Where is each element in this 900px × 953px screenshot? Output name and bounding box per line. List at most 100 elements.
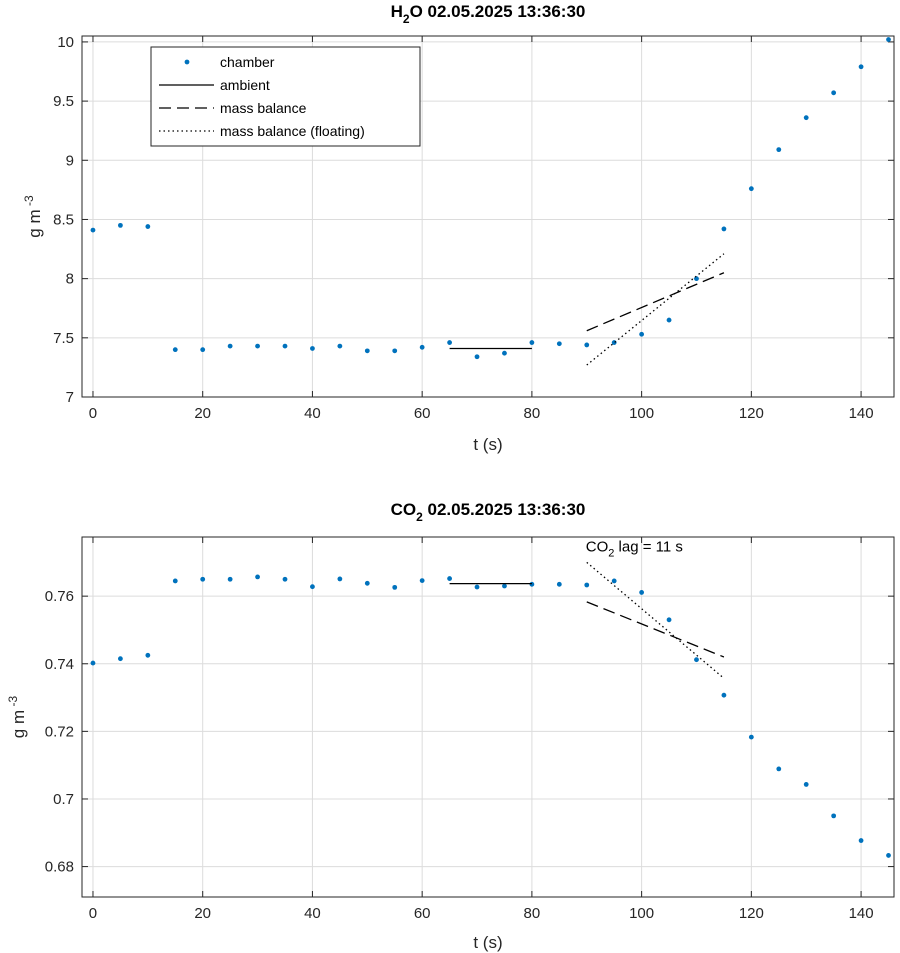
chart1-point [666, 317, 672, 323]
chart1-title: H2O 02.05.2025 13:36:30 [391, 2, 586, 26]
chart1-point [145, 224, 151, 229]
chart2-point [255, 574, 260, 580]
chart2-point [118, 656, 123, 662]
chart2-ytick-label: 0.76 [45, 588, 74, 605]
chart1-point [310, 346, 315, 351]
chart1-point [776, 147, 782, 153]
chart2-point [145, 652, 151, 658]
chart2-point [447, 576, 452, 581]
chart2-xlabel: t (s) [473, 933, 502, 952]
chart1-ylabel: g m -3 [22, 195, 44, 238]
chart1-xtick-label: 0 [89, 405, 97, 422]
chart1-xtick-label: 120 [739, 405, 764, 422]
chart1-point [502, 350, 507, 356]
chart1-point [255, 343, 260, 349]
chart1-point [90, 227, 96, 233]
chart2-point [831, 813, 837, 819]
chart1-point [337, 343, 343, 349]
chart1-series-mass-balance-floating--line [586, 253, 725, 366]
chart2-axes-frame [81, 536, 895, 898]
chart1-point [529, 340, 535, 345]
chart1-xtick-label: 80 [524, 405, 541, 422]
chart1-xtick-label: 140 [849, 405, 874, 422]
chart2-xtick-label: 0 [89, 905, 97, 922]
chart2-xtick-label: 140 [849, 905, 874, 922]
chart2-point [502, 583, 507, 589]
chart2-point [200, 576, 206, 582]
chart1-ytick-label: 9 [66, 152, 74, 169]
legend-label: mass balance (floating) [220, 123, 365, 139]
legend-box [150, 46, 421, 147]
chart1-axes-frame [81, 35, 895, 398]
chart2-point [776, 766, 782, 772]
chart2-xtick-label: 40 [304, 905, 321, 922]
chart2-point [310, 584, 315, 590]
chart1-series-mass-balance-line [586, 272, 725, 332]
legend-label: chamber [220, 54, 275, 70]
chart1-point [831, 90, 837, 96]
chart1-point [282, 343, 288, 349]
chart2-point [694, 657, 699, 663]
chart1-point [748, 186, 754, 192]
chart2-title: CO2 02.05.2025 13:36:30 [391, 500, 586, 524]
chart2-ylabel: g m -3 [6, 696, 28, 739]
chart2-series-mass-balance-floating--line [586, 561, 725, 679]
chart1-point [447, 340, 452, 345]
chart2-point [474, 584, 480, 590]
chart2-point [227, 576, 233, 582]
chart2-ytick-label: 0.72 [45, 723, 74, 740]
chart1-point [803, 115, 809, 121]
chart2-point [364, 580, 370, 586]
chart2-point [886, 853, 891, 858]
chart1-xtick-label: 20 [194, 405, 211, 422]
chart1-xtick-label: 40 [304, 405, 321, 422]
chart2-ytick-label: 0.7 [53, 791, 74, 808]
chart1-ytick-label: 9.5 [53, 93, 74, 110]
chart1-point [118, 222, 123, 228]
chart2-point [529, 581, 535, 587]
chart2-point [172, 578, 178, 584]
chart2-xtick-label: 120 [739, 905, 764, 922]
legend-label: ambient [220, 77, 270, 93]
chart1-point [639, 331, 645, 337]
chart1-point [694, 276, 699, 282]
chart1-ytick-label: 10 [57, 34, 74, 51]
chart1-point [392, 348, 398, 354]
chart2-point [337, 576, 343, 582]
chart1-point [584, 342, 590, 348]
chart1-point [227, 343, 233, 349]
chart1-panel: 0 20 40 60 80 100 120 140 7 7.5 8 8.5 9 9.5 10 H2O 02.0… [22, 2, 895, 454]
chart1-point [419, 344, 425, 350]
chart1-legend: chamber ambient mass balance mass balance (… [150, 46, 421, 147]
chart2-xtick-label: 100 [629, 905, 654, 922]
legend-marker-chamber [184, 59, 190, 65]
chart2-point [748, 734, 754, 740]
chart1-point [556, 341, 562, 347]
chart2-ytick-label: 0.68 [45, 859, 74, 876]
chart1-point [611, 340, 617, 345]
chart1-xtick-label: 60 [414, 405, 431, 422]
chart1-point [364, 348, 370, 354]
chart1-point [474, 354, 480, 360]
chart2-series-mass-balance-line [586, 601, 725, 658]
chart1-point [200, 347, 206, 353]
legend-label: mass balance [220, 100, 307, 116]
chart2-point [611, 578, 617, 584]
chart1-ytick-label: 7 [66, 389, 74, 406]
chart2-point [721, 692, 727, 698]
chart1-point [858, 64, 864, 70]
chart2-xtick-label: 60 [414, 905, 431, 922]
chart1-ytick-label: 7.5 [53, 330, 74, 347]
chart2-point [639, 590, 645, 595]
chart2-point [803, 782, 809, 787]
chart1-point [886, 37, 891, 42]
chart2-point [419, 578, 425, 584]
chart2-xtick-label: 80 [524, 905, 541, 922]
chart2-point [556, 581, 562, 587]
chart2-point [90, 660, 96, 666]
chart2-point [282, 576, 288, 582]
chart1-point [172, 347, 178, 353]
chart2-point [392, 584, 398, 590]
chart2-point [858, 838, 864, 843]
